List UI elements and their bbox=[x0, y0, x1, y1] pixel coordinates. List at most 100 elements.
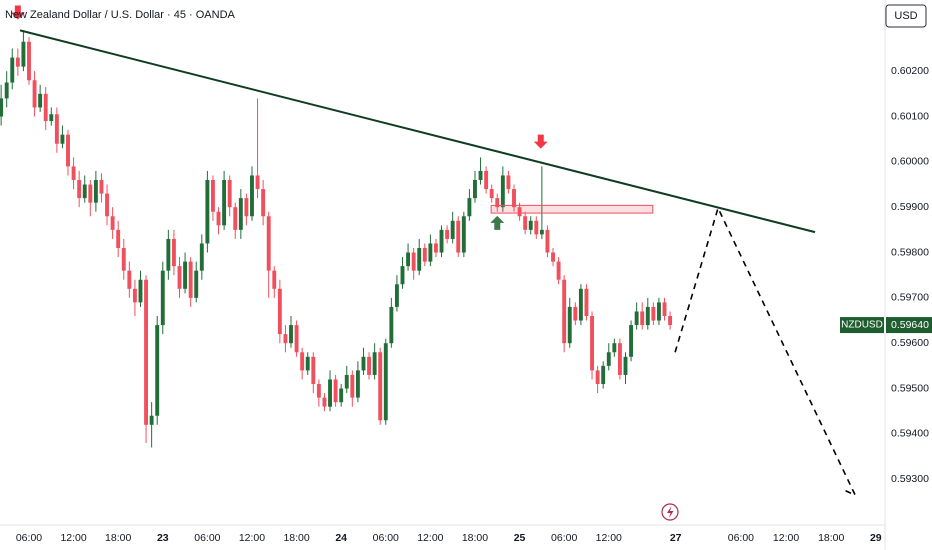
x-tick-label: 12:00 bbox=[60, 532, 86, 544]
candle-body bbox=[82, 184, 87, 199]
candle-body bbox=[339, 388, 344, 403]
candle-body bbox=[43, 93, 48, 122]
candle-body bbox=[99, 179, 104, 194]
alert-icon[interactable] bbox=[661, 503, 679, 521]
candle-body bbox=[606, 352, 611, 366]
candle-body bbox=[328, 379, 332, 407]
candle-body bbox=[60, 134, 65, 144]
candle-body bbox=[584, 288, 589, 316]
candle-body bbox=[551, 252, 555, 262]
currency-button[interactable] bbox=[885, 4, 927, 28]
candle-body bbox=[93, 179, 98, 203]
candle-body bbox=[305, 356, 310, 371]
candle-body bbox=[166, 238, 171, 271]
candle-body bbox=[121, 247, 126, 271]
candle-body bbox=[512, 189, 516, 208]
resistance-zone bbox=[490, 204, 654, 214]
candle-body bbox=[155, 325, 160, 416]
candle-body bbox=[400, 266, 405, 285]
y-tick-label: 0.59700 bbox=[891, 292, 929, 304]
projection-path bbox=[674, 205, 857, 497]
candle-body bbox=[4, 82, 9, 99]
candle-body bbox=[138, 279, 143, 303]
candle-body bbox=[629, 325, 634, 357]
x-tick-label: 29 bbox=[870, 532, 882, 544]
candle-body bbox=[160, 270, 165, 326]
symbol-tag-label: NZDUSD bbox=[841, 320, 883, 331]
signal-arrow bbox=[533, 134, 548, 149]
candle-body bbox=[445, 229, 450, 239]
chart-title: New Zealand Dollar / U.S. Dollar · 45 · … bbox=[5, 9, 236, 21]
x-tick-label: 12:00 bbox=[417, 532, 443, 544]
candle-body bbox=[439, 229, 444, 253]
price-tag-label: 0.59640 bbox=[891, 319, 929, 331]
candle-body bbox=[132, 288, 137, 303]
candle-body bbox=[344, 374, 349, 389]
x-tick-label: 06:00 bbox=[194, 532, 220, 544]
candle-body bbox=[15, 57, 20, 67]
candle-body bbox=[188, 261, 193, 298]
price-tag bbox=[886, 317, 932, 334]
trendline bbox=[19, 29, 816, 234]
candle-body bbox=[66, 134, 70, 167]
currency-label[interactable]: USD bbox=[894, 10, 917, 22]
candle-body bbox=[411, 252, 416, 271]
candle-body bbox=[601, 365, 606, 385]
y-tick-label: 0.59600 bbox=[891, 337, 929, 349]
candle-body bbox=[116, 229, 121, 248]
candle-body bbox=[77, 179, 82, 199]
candle-body bbox=[261, 189, 266, 217]
x-tick-label: 12:00 bbox=[239, 532, 265, 544]
candle-body bbox=[428, 243, 433, 262]
x-tick-label: 12:00 bbox=[596, 532, 622, 544]
y-tick-label: 0.59800 bbox=[891, 246, 929, 258]
candle-body bbox=[283, 334, 288, 344]
candle-body bbox=[417, 247, 422, 271]
x-tick-label: 18:00 bbox=[283, 532, 309, 544]
candle-body bbox=[361, 356, 366, 371]
candle-body bbox=[668, 315, 673, 326]
candle-body bbox=[38, 93, 43, 108]
candle-body bbox=[478, 170, 483, 180]
x-tick-label: 23 bbox=[157, 532, 169, 544]
candle-body bbox=[573, 306, 578, 321]
x-tick-label: 24 bbox=[335, 532, 347, 544]
candle-body bbox=[144, 279, 149, 425]
candle-body bbox=[110, 216, 115, 230]
candle-body bbox=[484, 170, 489, 190]
candle-body bbox=[54, 114, 59, 144]
y-tick-label: 0.59500 bbox=[891, 382, 929, 394]
plot-area bbox=[0, 5, 857, 497]
candle-body bbox=[656, 302, 661, 321]
x-tick-label: 06:00 bbox=[728, 532, 754, 544]
candle-body bbox=[10, 57, 15, 83]
candle-body bbox=[255, 175, 260, 190]
candle-body bbox=[651, 306, 656, 321]
candle-body bbox=[612, 343, 617, 353]
candle-body bbox=[49, 114, 54, 122]
candle-body bbox=[539, 229, 544, 235]
candle-body bbox=[289, 325, 293, 344]
candle-body bbox=[450, 220, 455, 239]
candle-body bbox=[216, 211, 221, 226]
candle-body bbox=[311, 356, 316, 385]
y-tick-label: 0.59300 bbox=[891, 473, 929, 485]
candle-body bbox=[333, 379, 338, 403]
candle-body bbox=[473, 179, 477, 199]
x-tick-label: 06:00 bbox=[373, 532, 399, 544]
candle-body bbox=[461, 216, 466, 253]
candle-body bbox=[272, 270, 277, 289]
candle-body bbox=[595, 370, 600, 385]
candle-body bbox=[456, 220, 461, 253]
candle-body bbox=[222, 179, 227, 226]
candle-body bbox=[294, 325, 299, 353]
x-tick-label: 27 bbox=[670, 532, 682, 544]
candle-body bbox=[266, 216, 271, 271]
candle-body bbox=[634, 311, 639, 326]
symbol-tag bbox=[840, 317, 884, 334]
candle-body bbox=[383, 343, 388, 421]
candle-body bbox=[662, 302, 667, 316]
candle-body bbox=[149, 415, 154, 425]
